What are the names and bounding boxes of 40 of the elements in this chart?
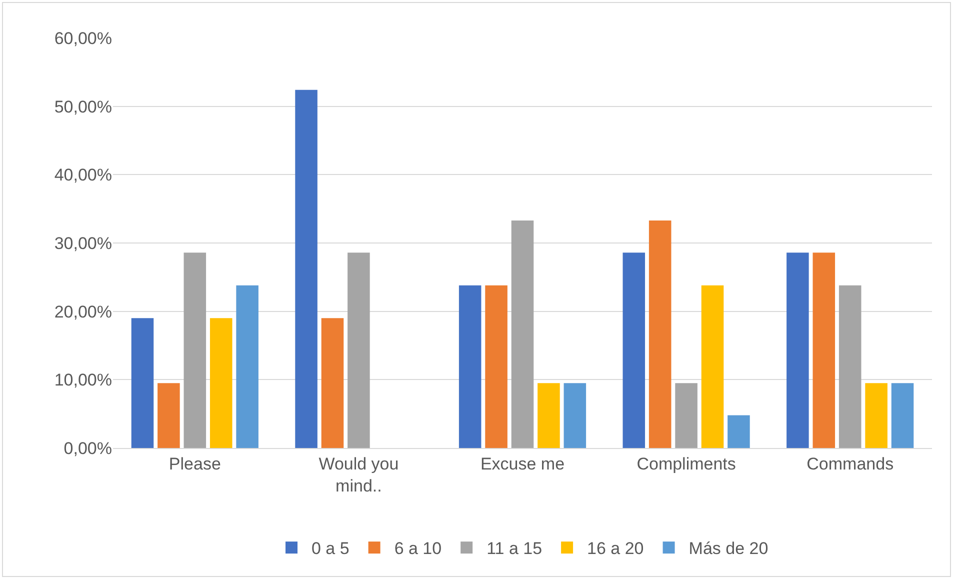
x-tick-label: Compliments <box>636 454 736 474</box>
y-tick-label: 40,00% <box>54 166 112 185</box>
bar <box>511 220 534 448</box>
y-tick-label: 50,00% <box>54 97 112 116</box>
bar <box>786 252 809 448</box>
bar <box>838 285 862 448</box>
bar <box>458 285 482 448</box>
bar <box>648 220 672 448</box>
y-tick-label: 20,00% <box>54 302 112 322</box>
legend-label: 11 a 15 <box>486 539 542 558</box>
bar <box>210 318 232 448</box>
x-tick-label: Please <box>168 454 221 474</box>
bar <box>564 383 586 448</box>
legend-label: 0 a 5 <box>312 539 350 558</box>
y-tick-label: 0,00% <box>64 438 112 458</box>
bar <box>485 285 508 448</box>
bar <box>865 383 888 448</box>
bar <box>812 252 836 448</box>
legend-label: 6 a 10 <box>394 539 442 558</box>
x-tick-label: Excuse me <box>480 454 565 474</box>
bar <box>701 285 724 448</box>
y-tick-label: 60,00% <box>54 28 112 48</box>
bar <box>348 252 370 448</box>
bar <box>321 318 344 448</box>
bar <box>158 383 180 448</box>
legend-label: Más de 20 <box>688 539 768 558</box>
bar <box>538 383 560 448</box>
bar <box>728 415 750 448</box>
bar <box>622 252 646 448</box>
x-tick-label: Would you mind.. <box>318 454 399 496</box>
legend-label: 16 a 20 <box>587 539 644 558</box>
bar <box>295 90 318 448</box>
x-tick-label: Commands <box>806 454 894 474</box>
y-tick-label: 10,00% <box>54 370 112 390</box>
bar <box>131 318 154 448</box>
y-tick-label: 30,00% <box>54 234 112 253</box>
bar <box>184 252 206 448</box>
bar <box>675 383 698 448</box>
bar <box>891 383 914 448</box>
bar <box>236 285 258 448</box>
